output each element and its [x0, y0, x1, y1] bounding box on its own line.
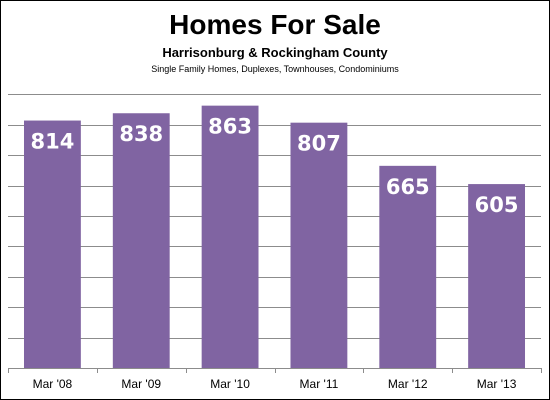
x-tick-label: Mar '13	[477, 377, 517, 391]
data-label: 605	[475, 193, 519, 217]
bar	[23, 120, 81, 368]
x-axis	[8, 368, 542, 373]
x-tick-label: Mar '09	[121, 377, 161, 391]
chart-title: Homes For Sale	[169, 9, 381, 40]
x-tick-label: Mar '10	[210, 377, 250, 391]
x-tick-label: Mar '11	[300, 377, 339, 391]
data-label: 863	[208, 115, 252, 139]
gridlines	[8, 94, 541, 339]
x-tick-label: Mar '08	[33, 377, 73, 391]
data-label: 665	[386, 175, 430, 199]
data-label: 807	[297, 132, 341, 156]
bar	[290, 122, 348, 368]
x-tick-label: Mar '12	[388, 377, 428, 391]
data-label: 838	[119, 122, 163, 146]
data-labels: 814 838 863 807 665 605	[30, 115, 518, 217]
bar	[379, 165, 437, 368]
bars	[23, 105, 526, 368]
chart-note: Single Family Homes, Duplexes, Townhouse…	[151, 64, 399, 74]
x-tick-labels: Mar '08 Mar '09 Mar '10 Mar '11 Mar '12 Mar '…	[33, 377, 517, 391]
chart-subtitle: Harrisonburg & Rockingham County	[162, 45, 388, 60]
bar	[112, 113, 170, 368]
bar	[201, 105, 259, 368]
data-label: 814	[30, 130, 74, 154]
bar	[468, 184, 526, 368]
